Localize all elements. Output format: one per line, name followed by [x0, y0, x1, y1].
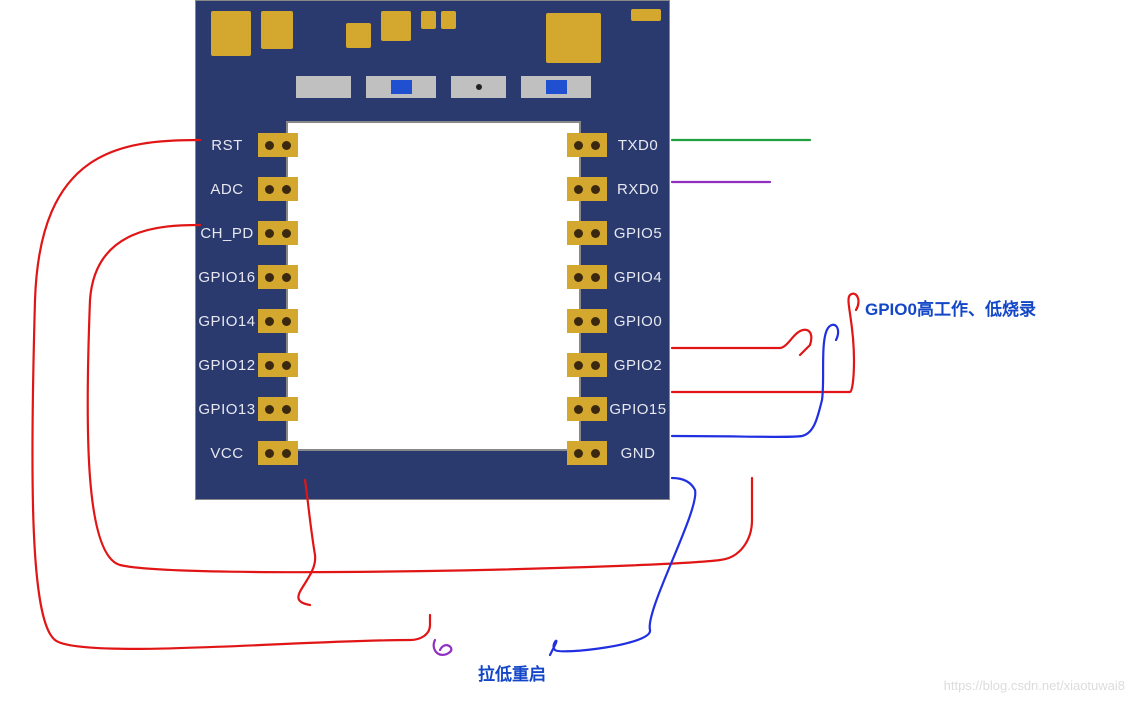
pin-vcc: VCC	[196, 437, 298, 469]
smd-component	[451, 76, 506, 98]
pin-gpio16: GPIO16	[196, 261, 298, 293]
annotation-reset: 拉低重启	[478, 660, 546, 685]
smd-component	[366, 76, 436, 98]
pin-label: RXD0	[607, 181, 669, 198]
pin-label: GPIO0	[607, 313, 669, 330]
pin-pad	[567, 221, 607, 245]
top-gold-pad	[211, 11, 251, 56]
pin-label: GPIO13	[196, 401, 258, 418]
pin-gpio15: GPIO15	[567, 393, 669, 425]
pin-label: CH_PD	[196, 225, 258, 242]
pin-rxd0: RXD0	[567, 173, 669, 205]
pin-label: GPIO4	[607, 269, 669, 286]
wire-purple	[434, 640, 452, 655]
pin-label: RST	[196, 137, 258, 154]
wire-blue	[550, 478, 695, 655]
top-gold-pad	[546, 13, 601, 63]
top-gold-pad	[631, 9, 661, 21]
pin-pad	[567, 397, 607, 421]
annotation-gpio0: GPIO0高工作、低烧录	[865, 295, 1036, 320]
pin-pad	[567, 133, 607, 157]
top-gold-pad	[261, 11, 293, 49]
top-gold-pad	[441, 11, 456, 29]
pin-pad	[567, 309, 607, 333]
pin-label: GPIO16	[196, 269, 258, 286]
wire-red	[672, 330, 811, 355]
pin-pad	[258, 353, 298, 377]
esp-module-board: RST ADC CH_PD GPIO16 GPIO14 GPIO12 GPIO13 VCC T…	[195, 0, 670, 500]
pin-gpio5: GPIO5	[567, 217, 669, 249]
pin-rst: RST	[196, 129, 298, 161]
pin-pad	[258, 133, 298, 157]
module-top-components	[196, 1, 669, 116]
pin-gpio2: GPIO2	[567, 349, 669, 381]
rf-shield	[286, 121, 581, 451]
pin-gpio14: GPIO14	[196, 305, 298, 337]
pin-txd0: TXD0	[567, 129, 669, 161]
pin-pad	[258, 309, 298, 333]
pin-label: TXD0	[607, 137, 669, 154]
pin-pad	[567, 353, 607, 377]
pin-pad	[258, 177, 298, 201]
pin-label: GND	[607, 445, 669, 462]
pin-pad	[567, 265, 607, 289]
top-gold-pad	[346, 23, 371, 48]
pin-label: GPIO5	[607, 225, 669, 242]
pin-pad	[258, 221, 298, 245]
pin-gpio13: GPIO13	[196, 393, 298, 425]
pin-pad	[258, 265, 298, 289]
pin-label: GPIO2	[607, 357, 669, 374]
smd-component	[521, 76, 591, 98]
pin-label: VCC	[196, 445, 258, 462]
pin-pad	[258, 441, 298, 465]
smd-component	[296, 76, 351, 98]
pin-pad	[258, 397, 298, 421]
pin-label: GPIO14	[196, 313, 258, 330]
top-gold-pad	[421, 11, 436, 29]
pin-pad	[567, 177, 607, 201]
top-gold-pad	[381, 11, 411, 41]
pin-label: ADC	[196, 181, 258, 198]
pin-pad	[567, 441, 607, 465]
pin-gpio4: GPIO4	[567, 261, 669, 293]
pin-ch_pd: CH_PD	[196, 217, 298, 249]
wire-red	[672, 294, 858, 392]
wire-blue	[672, 325, 838, 437]
pin-gnd: GND	[567, 437, 669, 469]
pin-adc: ADC	[196, 173, 298, 205]
watermark: https://blog.csdn.net/xiaotuwai8	[944, 678, 1125, 693]
pin-label: GPIO12	[196, 357, 258, 374]
pin-gpio0: GPIO0	[567, 305, 669, 337]
pin-gpio12: GPIO12	[196, 349, 298, 381]
pin-label: GPIO15	[607, 401, 669, 418]
